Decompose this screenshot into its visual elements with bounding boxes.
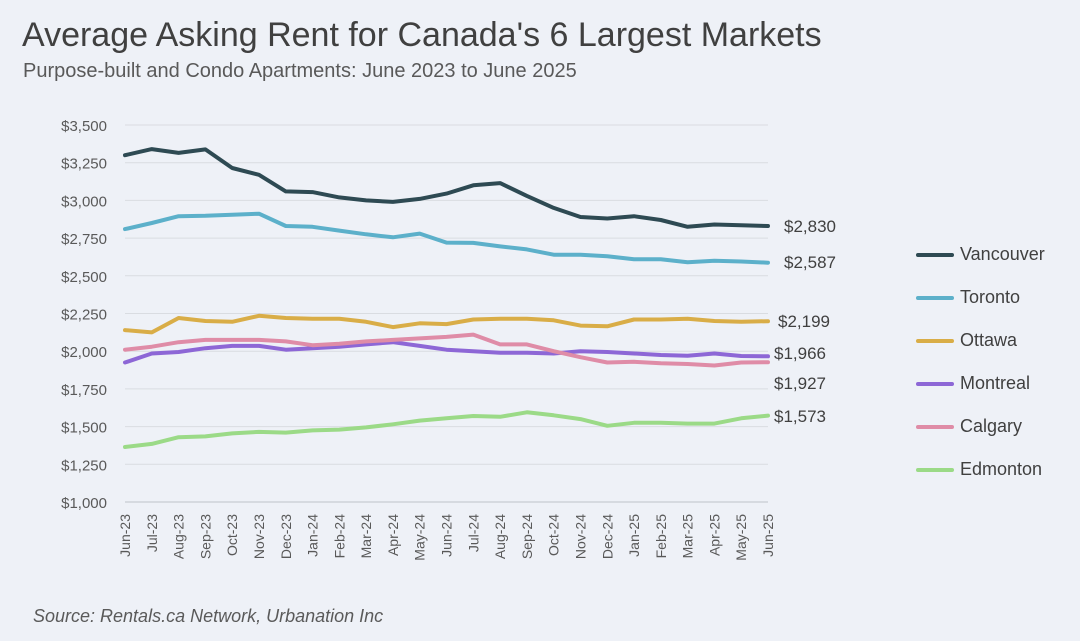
x-tick-label: Oct-23 <box>224 514 240 556</box>
legend: Vancouver Toronto Ottawa Montreal Calgary Edm… <box>916 233 1045 491</box>
y-tick-label: $2,000 <box>61 344 107 361</box>
y-tick-label: $1,500 <box>61 420 107 437</box>
x-tick-label: Jun-24 <box>439 514 455 557</box>
x-tick-label: Jun-25 <box>760 514 776 557</box>
x-tick-label: Dec-24 <box>599 514 615 559</box>
legend-label: Vancouver <box>960 244 1045 264</box>
end-label-toronto: $2,587 <box>784 253 836 272</box>
x-tick-label: May-24 <box>412 514 428 561</box>
y-tick-label: $3,250 <box>61 156 107 173</box>
y-tick-label: $2,500 <box>61 269 107 286</box>
legend-swatch <box>916 424 954 429</box>
series-line-edmonton <box>123 410 770 449</box>
legend-label: Edmonton <box>960 459 1043 479</box>
end-label-edmonton: $1,573 <box>774 407 826 426</box>
x-tick-label: Nov-24 <box>572 514 588 559</box>
x-tick-label: Feb-25 <box>653 514 669 559</box>
x-tick-label: Jul-24 <box>465 514 481 552</box>
y-tick-label: $2,750 <box>61 231 107 248</box>
legend-item-ottawa: Ottawa <box>916 319 1045 362</box>
series-line-vancouver <box>123 147 770 229</box>
legend-item-edmonton: Edmonton <box>916 448 1045 491</box>
y-tick-label: $1,250 <box>61 457 107 474</box>
legend-item-vancouver: Vancouver <box>916 233 1045 276</box>
x-tick-label: Apr-25 <box>706 514 722 556</box>
x-tick-label: Sep-24 <box>519 514 535 559</box>
legend-item-calgary: Calgary <box>916 405 1045 448</box>
series-line-toronto <box>123 211 770 265</box>
x-tick-label: May-25 <box>733 514 749 561</box>
x-tick-label: Jan-25 <box>626 514 642 557</box>
end-label-calgary: $1,927 <box>774 374 826 393</box>
x-tick-label: Aug-24 <box>492 514 508 559</box>
y-tick-label: $1,000 <box>61 495 107 512</box>
legend-item-montreal: Montreal <box>916 362 1045 405</box>
series-line-ottawa <box>123 313 770 335</box>
x-tick-label: Jun-23 <box>117 514 133 557</box>
series-line-calgary <box>123 332 770 368</box>
x-tick-label: Oct-24 <box>546 514 562 556</box>
end-label-montreal: $1,966 <box>774 344 826 363</box>
series-line-montreal <box>123 340 770 365</box>
end-label-ottawa: $2,199 <box>778 312 830 331</box>
legend-label: Calgary <box>960 416 1023 436</box>
legend-label: Montreal <box>960 373 1031 393</box>
x-tick-label: Dec-23 <box>278 514 294 559</box>
x-tick-label: Apr-24 <box>385 514 401 556</box>
y-tick-label: $3,500 <box>61 118 107 135</box>
legend-swatch <box>916 252 954 257</box>
legend-item-toronto: Toronto <box>916 276 1045 319</box>
y-tick-label: $3,000 <box>61 193 107 210</box>
y-tick-label: $2,250 <box>61 307 107 324</box>
x-tick-label: Feb-24 <box>331 514 347 559</box>
chart-subtitle: Purpose-built and Condo Apartments: June… <box>23 60 577 82</box>
y-tick-label: $1,750 <box>61 382 107 399</box>
x-tick-label: Jul-23 <box>144 514 160 552</box>
x-tick-label: Mar-24 <box>358 514 374 559</box>
end-label-vancouver: $2,830 <box>784 217 836 236</box>
chart-title: Average Asking Rent for Canada's 6 Large… <box>22 16 822 54</box>
legend-swatch <box>916 381 954 386</box>
legend-swatch <box>916 467 954 472</box>
x-tick-label: Sep-23 <box>197 514 213 559</box>
legend-label: Ottawa <box>960 330 1018 350</box>
x-tick-label: Jan-24 <box>305 514 321 557</box>
legend-swatch <box>916 295 954 300</box>
legend-label: Toronto <box>960 287 1021 307</box>
legend-swatch <box>916 338 954 343</box>
x-tick-label: Nov-23 <box>251 514 267 559</box>
x-tick-label: Aug-23 <box>171 514 187 559</box>
x-tick-label: Mar-25 <box>680 514 696 559</box>
source-note: Source: Rentals.ca Network, Urbanation I… <box>33 606 384 626</box>
